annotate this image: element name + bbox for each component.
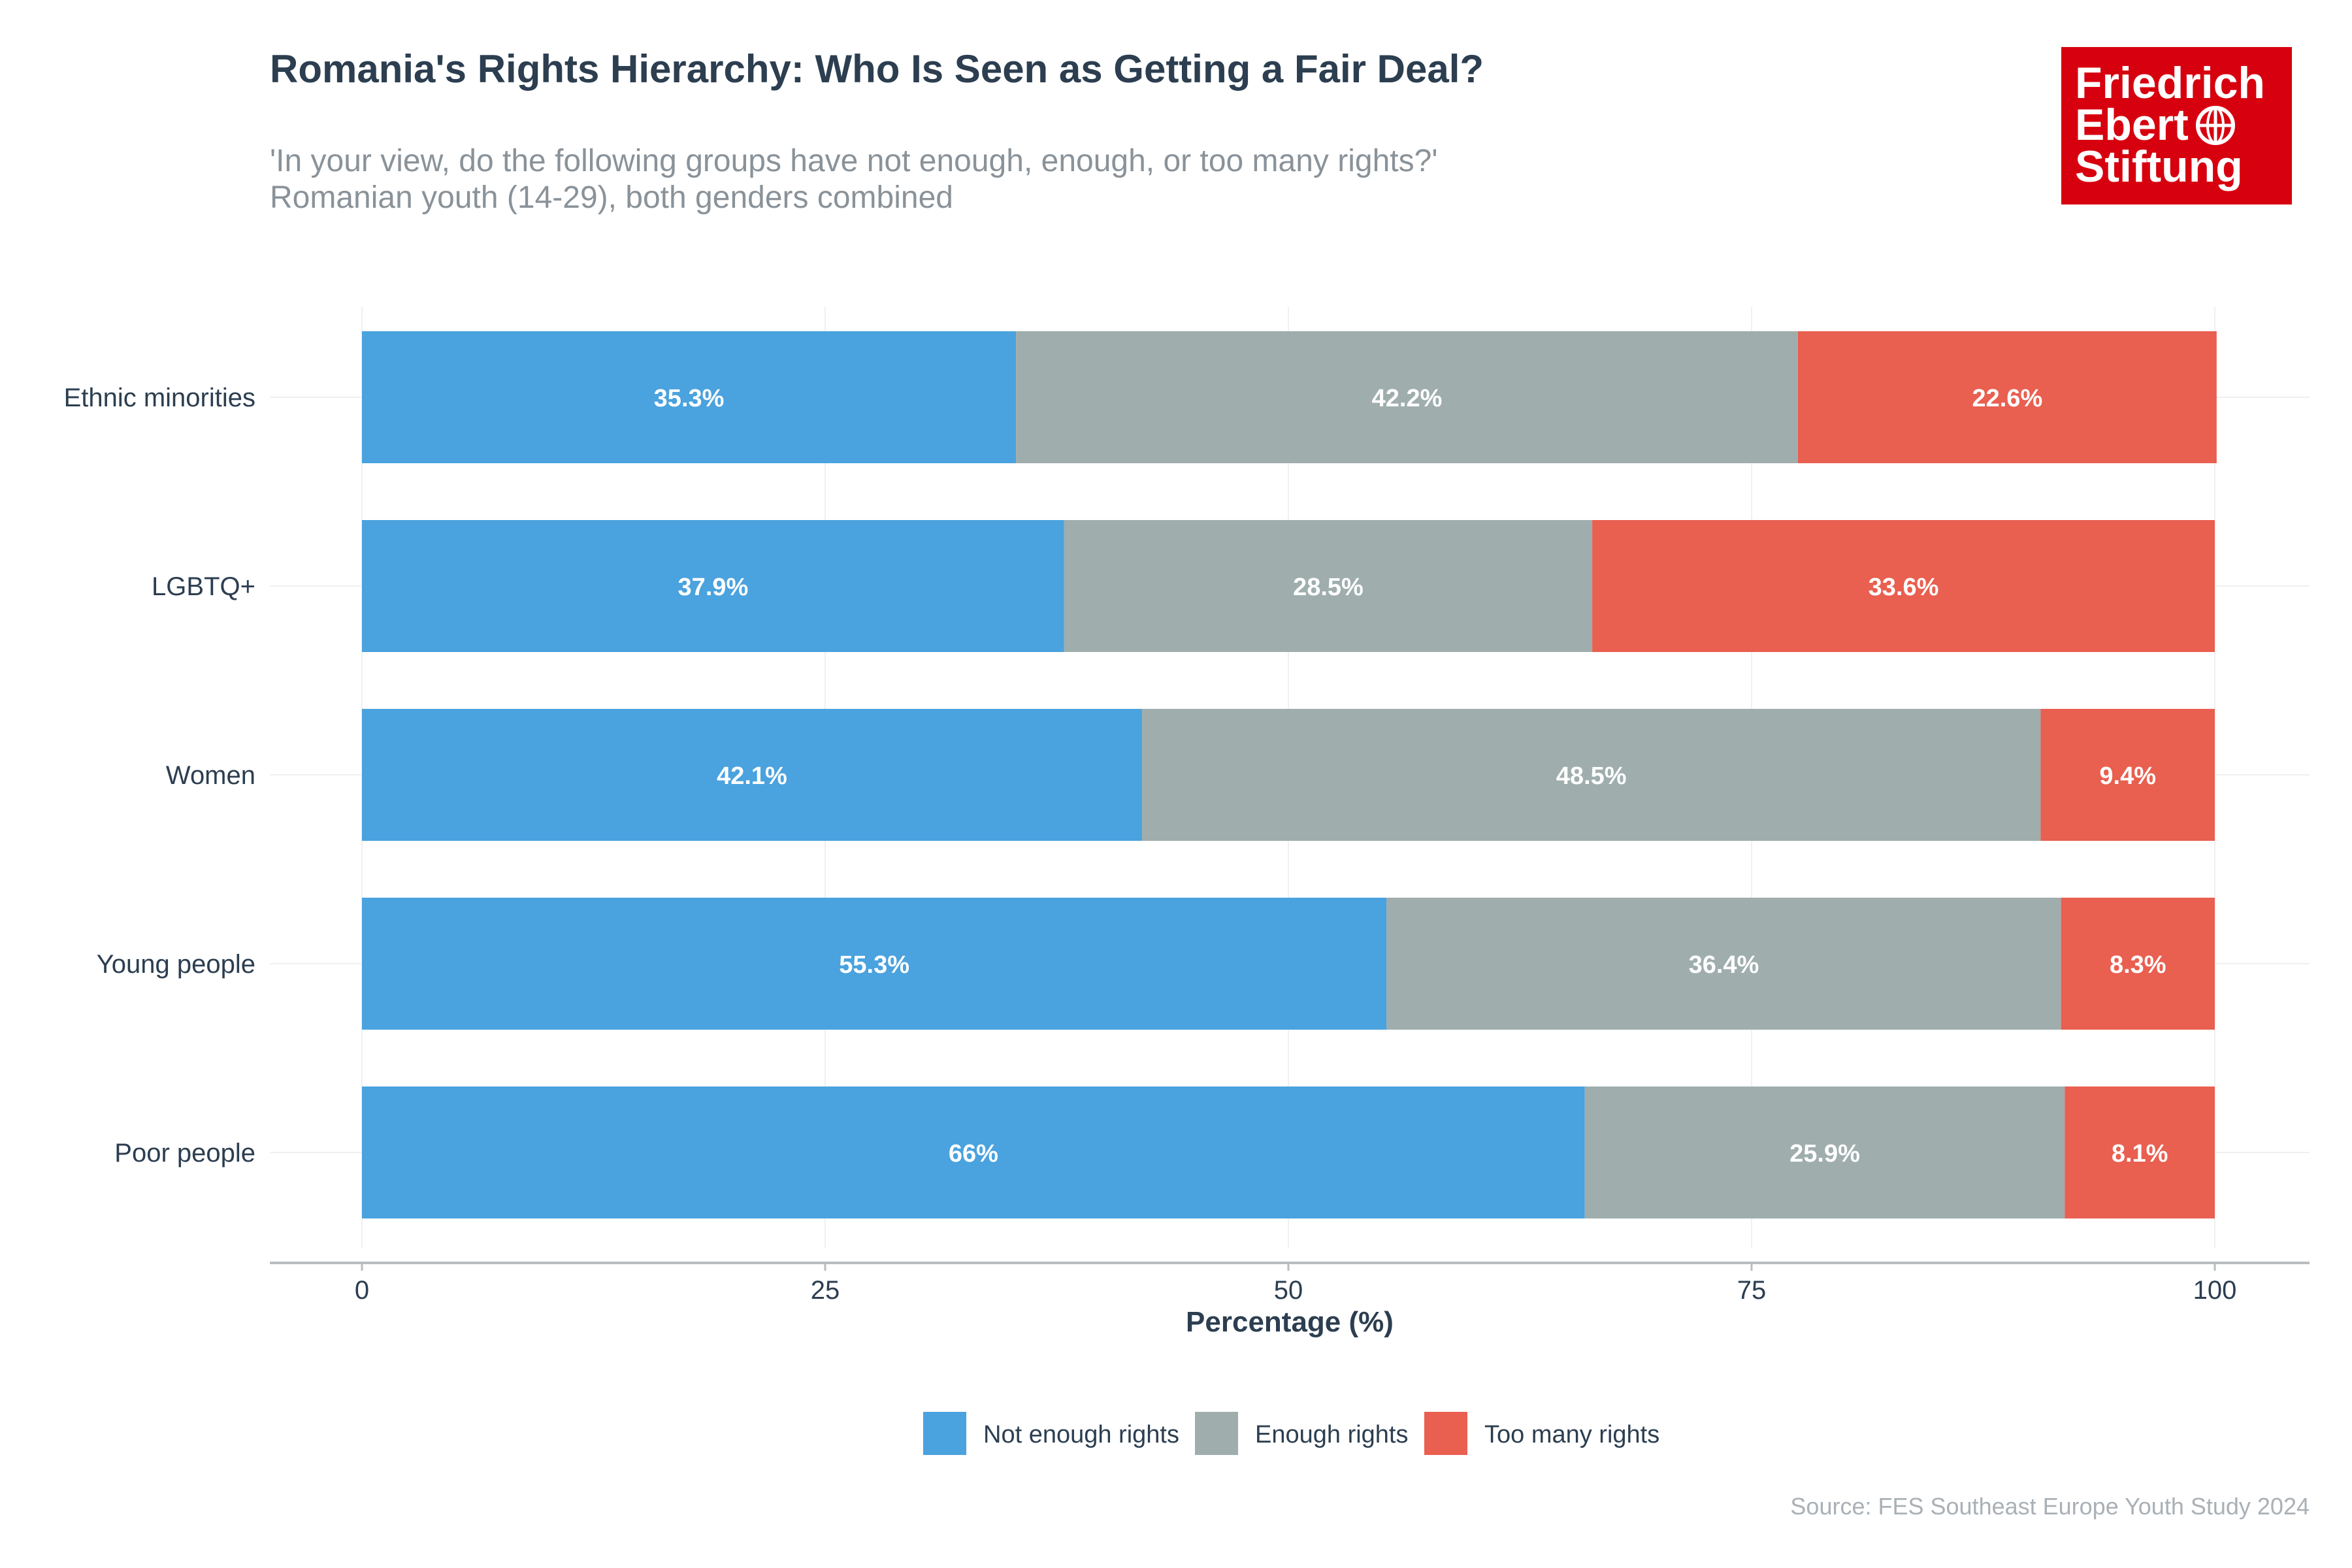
bar-value-label-2-2: 9.4% <box>2099 762 2156 790</box>
bar-segment-3-2 <box>2061 898 2215 1030</box>
category-labels: Ethnic minorities LGBTQ+ Women Young people… <box>64 384 255 1168</box>
globe-icon <box>2196 106 2235 145</box>
legend-swatch-0 <box>923 1412 966 1455</box>
bar-segment-1-2 <box>1592 520 2215 652</box>
fes-logo: Friedrich Ebert Stiftung <box>2061 47 2292 204</box>
legend-label-0: Not enough rights <box>983 1421 1179 1448</box>
logo-background <box>2061 47 2292 204</box>
bar-value-label-1-2: 33.6% <box>1869 574 1939 601</box>
bar-segment-1-1 <box>1064 520 1593 652</box>
bar-value-label-2-0: 42.1% <box>717 762 787 790</box>
bar-segment-4-0 <box>362 1086 1585 1218</box>
bar-value-label-3-2: 8.3% <box>2110 951 2166 979</box>
bar-segment-1-0 <box>362 520 1064 652</box>
legend: Not enough rights Enough rights Too many r… <box>923 1412 1659 1455</box>
bar-value-label-0-1: 42.2% <box>1372 385 1443 412</box>
x-tick-label-4: 100 <box>2193 1276 2237 1305</box>
bar-value-label-3-1: 36.4% <box>1689 951 1759 979</box>
bar-value-label-3-0: 55.3% <box>839 951 909 979</box>
x-axis-ticks: 0 25 50 75 100 <box>355 1263 2237 1305</box>
x-tick-label-2: 50 <box>1274 1276 1303 1305</box>
chart-subtitle-line-2: Romanian youth (14-29), both genders com… <box>270 180 953 215</box>
logo-text-line-3: Stiftung <box>2075 142 2243 191</box>
category-label-1: LGBTQ+ <box>152 572 255 601</box>
logo-text-line-2: Ebert <box>2075 100 2189 150</box>
bar-segment-2-2 <box>2040 709 2215 841</box>
category-label-3: Young people <box>97 950 255 979</box>
bar-value-label-2-1: 48.5% <box>1556 762 1627 790</box>
bar-value-label-1-0: 37.9% <box>678 574 749 601</box>
category-label-2: Women <box>166 761 255 790</box>
x-tick-label-3: 75 <box>1737 1276 1767 1305</box>
bar-segment-0-0 <box>362 331 1017 463</box>
bar-segment-2-1 <box>1141 709 2041 841</box>
chart-subtitle-line-1: 'In your view, do the following groups h… <box>270 144 1437 178</box>
bar-segment-4-1 <box>1584 1086 2065 1218</box>
bar-value-label-0-0: 35.3% <box>654 385 725 412</box>
category-label-0: Ethnic minorities <box>64 384 255 412</box>
x-tick-label-0: 0 <box>355 1276 369 1305</box>
chart-title: Romania's Rights Hierarchy: Who Is Seen … <box>270 47 1484 91</box>
bar-value-label-4-2: 8.1% <box>2112 1140 2168 1168</box>
bar-segment-4-2 <box>2065 1086 2215 1218</box>
bar-labels: 35.3% 42.2% 22.6% 37.9% 28.5% 33.6% 42.1% 48.5%… <box>654 385 2168 1168</box>
bar-value-label-4-0: 66% <box>949 1140 998 1168</box>
legend-swatch-1 <box>1195 1412 1238 1455</box>
bar-value-label-1-1: 28.5% <box>1293 574 1364 601</box>
bar-segment-3-1 <box>1386 898 2061 1030</box>
bar-value-label-4-1: 25.9% <box>1789 1140 1860 1168</box>
bars <box>362 331 2217 1218</box>
logo-text-line-1: Friedrich <box>2075 58 2265 108</box>
bar-segment-3-0 <box>362 898 1387 1030</box>
x-tick-label-1: 25 <box>811 1276 840 1305</box>
legend-label-2: Too many rights <box>1484 1421 1659 1448</box>
source-note: Source: FES Southeast Europe Youth Study… <box>1790 1493 2310 1520</box>
bar-segment-2-0 <box>362 709 1142 841</box>
legend-swatch-2 <box>1424 1412 1467 1455</box>
legend-label-1: Enough rights <box>1255 1421 1409 1448</box>
bar-segment-0-2 <box>1797 331 2217 463</box>
bar-segment-0-1 <box>1016 331 1798 463</box>
x-axis-title: Percentage (%) <box>1186 1306 1394 1338</box>
bar-value-label-0-2: 22.6% <box>1972 385 2042 412</box>
category-label-4: Poor people <box>114 1139 255 1168</box>
